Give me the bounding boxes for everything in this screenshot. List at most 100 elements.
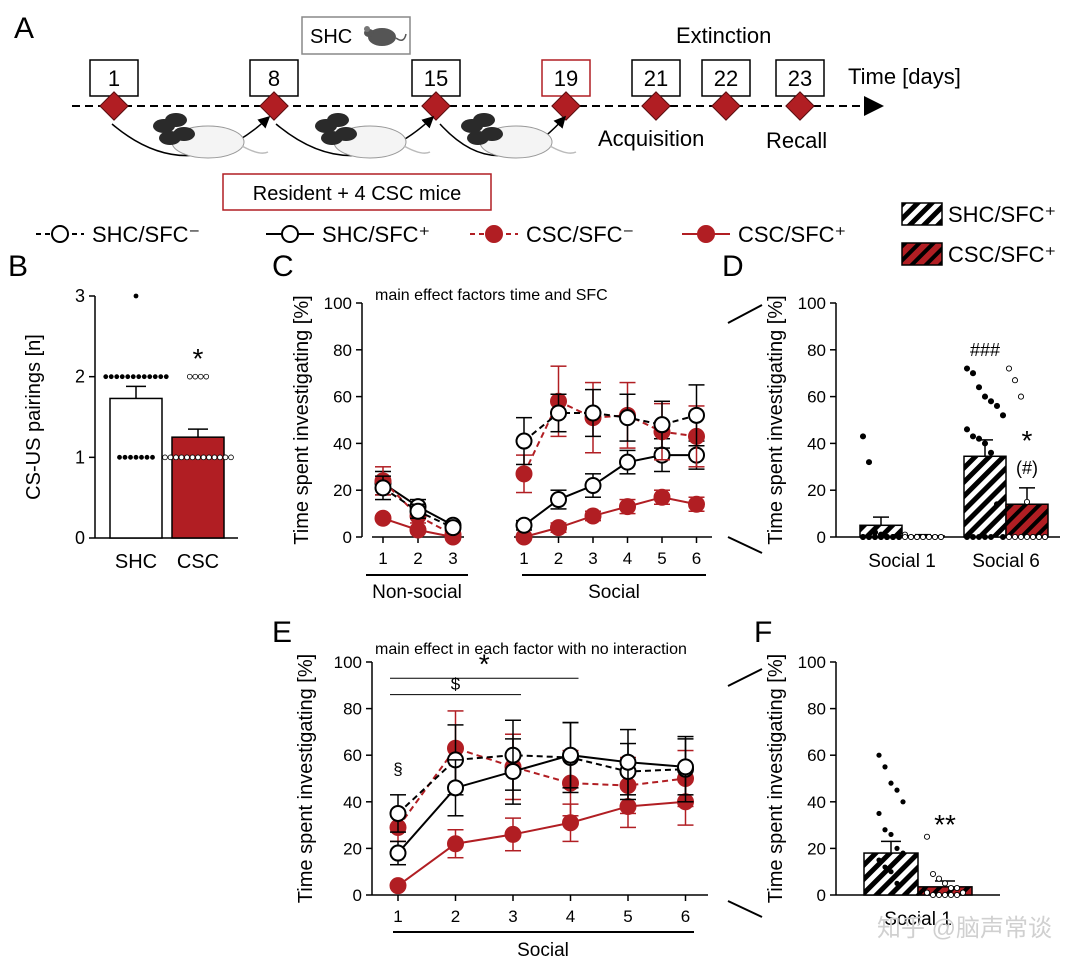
data-point [158,374,164,380]
day-label-21: 21 [644,66,668,91]
panel-f-chart: F 0 20 40 60 80 100 Time spent investigating [… [754,616,1000,930]
data-point-1 [584,477,602,495]
data-point [103,374,109,380]
y-tick-label: 0 [343,528,352,547]
series-line-0 [397,754,686,815]
data-point [975,384,983,391]
watermark: 知乎 @脑声常谈 [877,915,1052,942]
chart-title: main effect in each factor with no inter… [375,641,687,658]
panel-a-timeline: A Time [days] 1 8 15 19 21 22 23 SHC Extinctio… [14,12,961,211]
day-markers: 1 8 15 19 21 22 23 [89,59,825,121]
data-point [959,889,967,896]
x-tick-label: 1 [519,549,528,568]
data-point [173,454,179,461]
data-point [1023,498,1031,505]
series-line-1 [397,754,686,854]
data-point [1005,533,1013,541]
mouse-icon [364,26,407,46]
data-point [871,533,879,541]
data-point [935,875,943,882]
day-box-21 [631,59,681,97]
data-point [217,454,223,461]
mice-group-icon [153,113,269,159]
y-axis-label: Time spent investigating [%] [765,654,787,903]
day-label-22: 22 [714,66,738,91]
data-point [195,454,201,461]
y-tick-label: 100 [324,294,352,313]
x-tick-label: 1 [378,549,387,568]
data-point [969,533,977,541]
data-point [913,533,921,541]
annotation-hash: ### [970,340,1000,360]
legend-label-0: SHC/SFC⁻ [92,222,200,247]
zoom-connector-bottom-f [727,900,763,918]
legend-hatch-label-0: SHC/SFC⁺ [948,202,1056,227]
x-tick-label: 2 [451,907,460,926]
data-point [122,454,128,460]
data-point [963,533,971,541]
y-tick-label: 40 [333,434,352,453]
data-point [152,374,158,380]
y-tick-label: 80 [807,700,826,719]
csc-mouse [481,127,503,141]
legend-marker-3 [697,225,715,243]
data-point-1 [550,491,567,509]
legend-label-2: CSC/SFC⁻ [526,222,634,247]
data-point [876,857,882,863]
csc-mouse [327,113,349,127]
x-tick-label: Social 1 [868,551,936,572]
y-tick-label: 40 [807,434,826,453]
day-label-8: 8 [268,66,280,91]
data-point [141,374,147,380]
data-point [1035,533,1043,541]
data-point-1 [447,779,464,797]
zoom-connector-top-f [727,668,763,687]
day-box-22 [701,59,751,97]
csc-mouse [335,127,357,141]
y-axis-label: Time spent investigating [%] [291,295,313,544]
bracket-label-1: $ [451,675,461,694]
data-point-1 [619,453,636,471]
data-point-0 [389,804,407,822]
data-point [150,454,155,460]
data-point [999,533,1007,541]
data-point-1 [504,763,522,781]
y-axis-label: CS-US pairings [n] [23,334,45,500]
data-point [963,426,971,433]
day-diamond-22 [711,91,741,121]
legend-swatch-1 [901,242,943,266]
data-point [178,454,185,461]
y-tick-label: 1 [75,447,85,467]
legend-label-3: CSC/SFC⁺ [738,222,846,247]
data-point [923,833,931,840]
data-point [117,454,122,460]
panel-e-chart: E 0 20 40 60 80 100 Time spent investigating [… [272,616,708,961]
data-point [163,374,169,380]
legend-marker-2 [485,225,503,243]
mice-group-icon [315,113,431,159]
data-point [222,454,229,461]
data-point-3 [550,519,567,537]
data-point [211,454,218,461]
resident-box-label: Resident + 4 CSC mice [253,183,461,205]
data-point-1 [677,758,694,776]
data-point-0 [444,519,462,537]
data-point [1023,533,1031,541]
zoom-connector-bottom [727,536,763,554]
data-point [133,293,139,299]
data-point [883,533,891,541]
y-tick-label: 100 [334,653,362,672]
day-label-15: 15 [424,66,448,91]
data-point-0 [688,406,705,424]
series-line-2 [523,399,697,475]
panel-label-c: C [272,250,294,283]
series-line-1 [523,454,697,527]
data-point [900,850,906,856]
x-tick-label: 1 [393,907,402,926]
x-tick-label: 5 [623,907,632,926]
x-tick-label: 2 [413,549,422,568]
legend-swatch-0 [901,202,943,226]
y-tick-label: 80 [807,341,826,360]
data-point [894,880,900,886]
data-point [941,891,949,899]
